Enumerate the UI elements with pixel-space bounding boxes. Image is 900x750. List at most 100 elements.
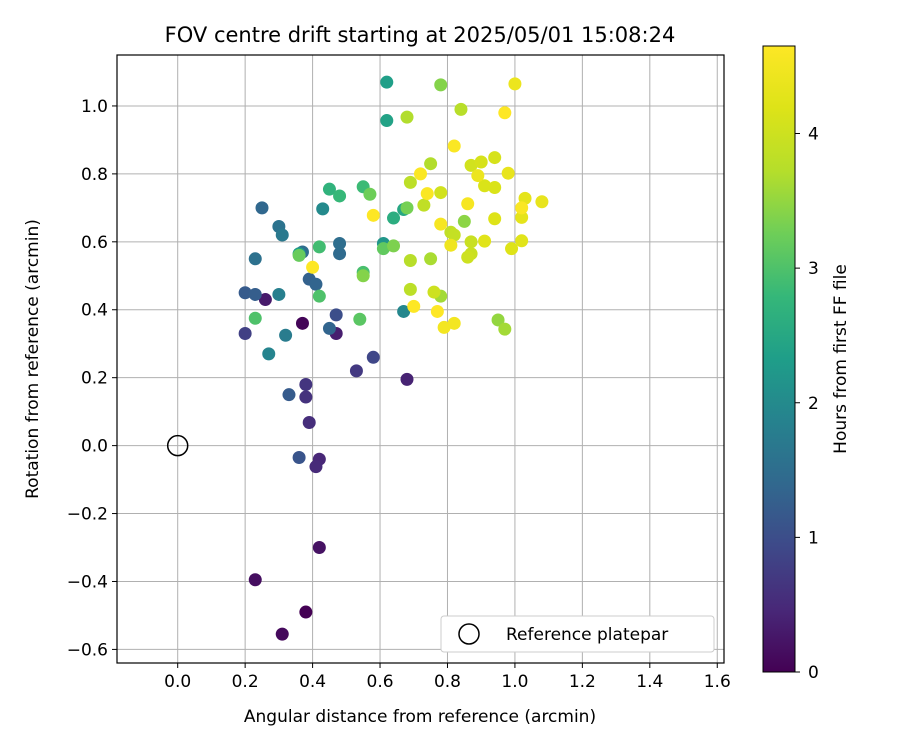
scatter-point xyxy=(498,322,512,336)
scatter-point xyxy=(403,175,417,189)
scatter-point xyxy=(306,260,320,274)
scatter-point xyxy=(309,277,323,291)
scatter-point xyxy=(434,78,448,92)
scatter-point xyxy=(333,247,347,261)
scatter-point xyxy=(380,114,394,128)
y-tick-label: −0.6 xyxy=(67,640,108,660)
scatter-point xyxy=(447,228,461,242)
scatter-point xyxy=(279,328,293,342)
colorbar-tick-label: 4 xyxy=(808,125,819,145)
scatter-point xyxy=(414,167,427,181)
scatter-point xyxy=(376,242,390,256)
scatter-point xyxy=(424,157,438,171)
x-tick-label: 1.2 xyxy=(569,672,596,692)
scatter-point xyxy=(282,388,296,402)
grid-lines xyxy=(117,55,724,663)
scatter-point xyxy=(262,347,276,361)
legend-marker xyxy=(458,623,480,645)
plot-frame xyxy=(116,54,725,664)
scatter-point xyxy=(363,187,377,201)
scatter-point xyxy=(299,377,313,391)
scatter-point xyxy=(322,182,336,196)
y-tick-label: 0.2 xyxy=(81,369,108,389)
scatter-point xyxy=(430,304,444,318)
scatter-point xyxy=(478,179,492,193)
scatter-point xyxy=(515,210,529,224)
scatter-point xyxy=(505,242,519,256)
scatter-point xyxy=(312,240,326,254)
x-tick-label: 0.0 xyxy=(164,672,191,692)
scatter-point xyxy=(447,139,461,153)
scatter-point xyxy=(501,166,515,180)
scatter-point xyxy=(272,287,286,301)
scatter-point xyxy=(461,250,475,264)
scatter-point xyxy=(488,212,502,226)
scatter-point xyxy=(356,269,370,283)
scatter-point xyxy=(454,102,468,116)
legend: Reference platepar xyxy=(440,615,715,653)
scatter-point xyxy=(491,313,505,327)
scatter-point xyxy=(248,573,262,587)
scatter-point xyxy=(434,186,448,200)
scatter-point xyxy=(424,252,438,266)
scatter-point xyxy=(407,299,421,313)
colorbar-label: Hours from first FF file xyxy=(831,264,851,454)
scatter-point xyxy=(464,158,478,172)
scatter-point xyxy=(400,201,414,215)
scatter-point xyxy=(515,201,529,215)
scatter-point xyxy=(366,208,380,222)
scatter-point xyxy=(275,228,289,242)
scatter-point xyxy=(397,304,411,318)
scatter-point xyxy=(427,285,441,299)
scatter-point xyxy=(238,286,252,300)
colorbar-tick-label: 3 xyxy=(808,259,819,279)
scatter-point xyxy=(309,460,323,474)
scatter-point xyxy=(457,214,471,228)
scatter-point xyxy=(471,169,485,183)
scatter-point xyxy=(312,289,326,303)
x-tick-label: 1.4 xyxy=(636,672,663,692)
y-tick-label: 0.0 xyxy=(81,437,108,457)
scatter-point xyxy=(508,77,522,91)
scatter-point xyxy=(488,151,502,165)
scatter-point xyxy=(417,198,431,212)
legend-label: Reference platepar xyxy=(506,625,668,645)
scatter-point xyxy=(420,187,434,201)
scatter-point xyxy=(434,217,448,231)
scatter-point xyxy=(403,253,417,267)
colorbar-tick-label: 0 xyxy=(808,663,819,683)
x-axis-label: Angular distance from reference (arcmin) xyxy=(244,707,596,727)
x-tick-label: 0.2 xyxy=(232,672,259,692)
scatter-point xyxy=(349,364,363,378)
scatter-point xyxy=(464,235,478,249)
scatter-point xyxy=(366,350,380,364)
scatter-point xyxy=(387,239,401,253)
scatter-point xyxy=(474,155,488,169)
scatter-point xyxy=(403,282,417,296)
scatter-point xyxy=(302,416,316,430)
y-tick-label: −0.2 xyxy=(67,505,108,525)
scatter-point xyxy=(333,237,347,251)
scatter-point xyxy=(498,106,512,120)
scatter-point xyxy=(387,211,401,225)
y-tick-label: 0.6 xyxy=(81,233,108,253)
scatter-point xyxy=(258,293,272,307)
scatter-point xyxy=(299,605,313,619)
scatter-point xyxy=(461,197,475,211)
scatter-point xyxy=(400,372,414,386)
scatter-point xyxy=(437,320,451,334)
colorbar xyxy=(762,45,796,673)
reference-point-marker xyxy=(166,434,189,457)
colorbar-tick-label: 1 xyxy=(808,528,819,548)
scatter-point xyxy=(322,321,336,335)
x-tick-label: 0.4 xyxy=(299,672,326,692)
scatter-point xyxy=(255,201,269,215)
scatter-point xyxy=(292,248,306,262)
y-tick-label: 1.0 xyxy=(81,97,108,117)
scatter-point xyxy=(478,234,492,248)
scatter-point xyxy=(447,316,461,330)
scatter-point xyxy=(295,316,309,330)
colorbar-tick-label: 2 xyxy=(808,394,819,414)
x-tick-label: 0.8 xyxy=(434,672,461,692)
